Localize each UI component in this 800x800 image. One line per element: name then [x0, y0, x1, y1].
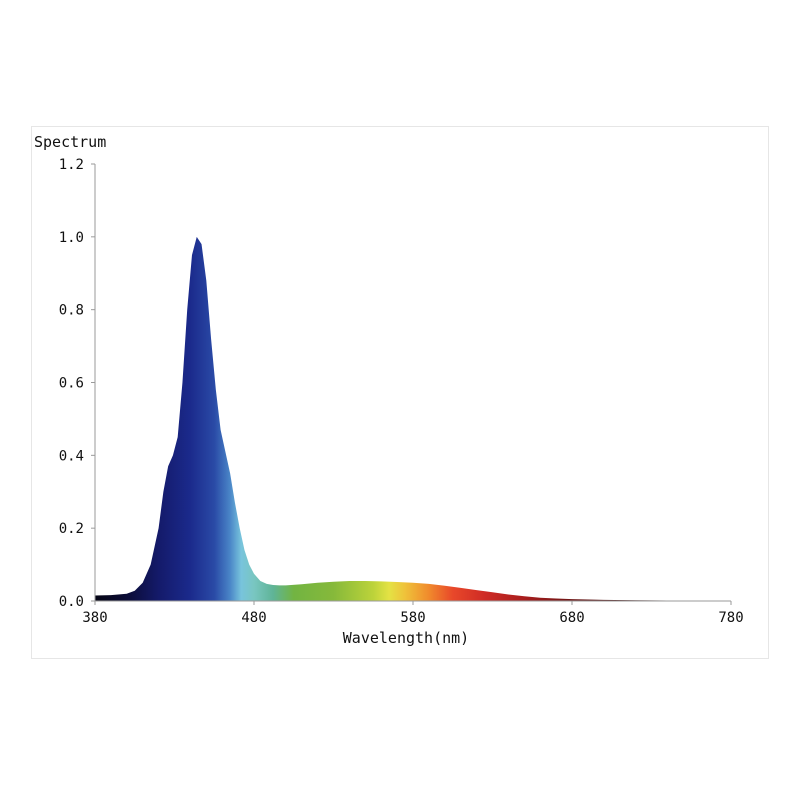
x-axis-label: Wavelength(nm)	[343, 629, 469, 647]
y-axis-ticks: 0.0 0.2 0.4 0.6 0.8 1.0 1.2	[59, 157, 95, 610]
y-axis-label: Spectrum	[34, 133, 106, 151]
x-axis-ticks: 380 480 580 680 780	[82, 601, 744, 626]
spectrum-area	[95, 236, 731, 601]
y-tick-label: 0.8	[59, 303, 84, 319]
y-tick-label: 1.0	[59, 230, 84, 246]
x-tick-label: 780	[718, 610, 743, 626]
y-tick-label: 1.2	[59, 157, 84, 173]
plot-area	[95, 236, 731, 601]
x-tick-label: 480	[241, 610, 266, 626]
y-tick-label: 0.2	[59, 521, 84, 537]
y-tick-label: 0.4	[59, 448, 84, 464]
y-tick-label: 0.0	[59, 594, 84, 610]
y-tick-label: 0.6	[59, 376, 84, 392]
x-tick-label: 580	[400, 610, 425, 626]
x-tick-label: 680	[559, 610, 584, 626]
x-tick-label: 380	[82, 610, 107, 626]
